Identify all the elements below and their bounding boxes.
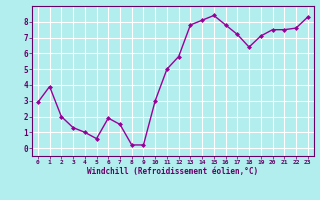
X-axis label: Windchill (Refroidissement éolien,°C): Windchill (Refroidissement éolien,°C)	[87, 167, 258, 176]
